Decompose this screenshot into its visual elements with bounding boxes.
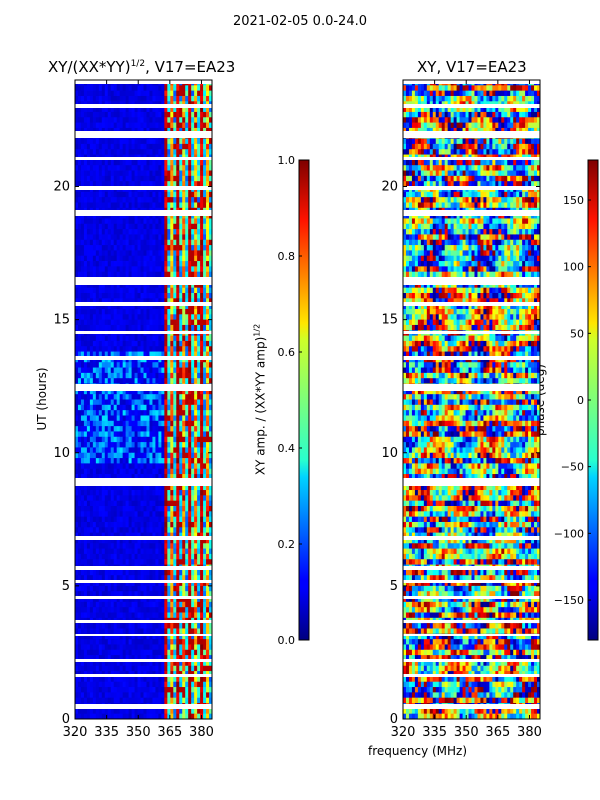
colorbar-0-tick-label: 0.4 bbox=[278, 442, 296, 455]
panel-0-xtick-label: 320 bbox=[63, 725, 88, 740]
colorbar-0 bbox=[298, 159, 310, 641]
colorbar-0-tick-label: 0.6 bbox=[278, 346, 296, 359]
panel-1-frame bbox=[402, 79, 541, 720]
left-panel-title: XY/(XX*YY)1/2, V17=EA23 bbox=[48, 58, 235, 76]
panel-0-ytick-label: 20 bbox=[53, 180, 70, 195]
amp-heatmap bbox=[75, 80, 213, 720]
colorbar-0-tick-label: 0.2 bbox=[278, 538, 296, 551]
colorbar-1-tick-label: −100 bbox=[554, 527, 584, 540]
colorbar-1-tick-label: 50 bbox=[570, 327, 584, 340]
right-xlabel: frequency (MHz) bbox=[368, 744, 468, 758]
panel-0-ytick-label: 10 bbox=[53, 446, 70, 461]
panel-0-xtick-label: 365 bbox=[157, 725, 182, 740]
panel-1-xtick-label: 335 bbox=[422, 725, 447, 740]
colorbar-1-tick-label: −150 bbox=[554, 594, 584, 607]
colorbar-0-tick-label: 0.0 bbox=[278, 634, 296, 647]
panel-0-ytick-label: 5 bbox=[62, 579, 70, 594]
panel-0-xtick-label: 350 bbox=[126, 725, 151, 740]
left-title-tail: , V17=EA23 bbox=[145, 58, 236, 76]
panel-1-ytick-label: 20 bbox=[381, 180, 398, 195]
panel-1-xtick-label: 320 bbox=[391, 725, 416, 740]
panel-0-ytick-label: 0 bbox=[62, 712, 70, 727]
panel-1-ytick-label: 10 bbox=[381, 446, 398, 461]
panel-1-xtick-label: 380 bbox=[517, 725, 542, 740]
panel-1-xtick-label: 365 bbox=[485, 725, 510, 740]
colorbar-1-tick-label: 100 bbox=[563, 261, 584, 274]
left-title-main: XY/(XX*YY) bbox=[48, 58, 131, 76]
panel-1-ytick-label: 0 bbox=[390, 712, 398, 727]
phase-heatmap bbox=[403, 80, 541, 720]
panel-1-xtick-label: 350 bbox=[454, 725, 479, 740]
colorbar-1-tick-label: 150 bbox=[563, 194, 584, 207]
figure-title: 2021-02-05 0.0-24.0 bbox=[233, 14, 367, 29]
axes-layer: 320 335 350 365 380 0 5 10 15 20 320 335 350 365 380 0 5… bbox=[53, 79, 599, 740]
colorbar-0-tick-label: 0.8 bbox=[278, 250, 296, 263]
right-panel-title: XY, V17=EA23 bbox=[417, 58, 527, 76]
panel-0-frame bbox=[74, 79, 213, 720]
colorbar-1-tick-label: −50 bbox=[561, 461, 584, 474]
panel-0-xtick-label: 335 bbox=[94, 725, 119, 740]
panel-1-ytick-label: 5 bbox=[390, 579, 398, 594]
panel-1-ytick-label: 15 bbox=[381, 313, 398, 328]
colorbar-1-tick-label: 0 bbox=[577, 394, 584, 407]
colorbar-0-tick-label: 1.0 bbox=[278, 154, 296, 167]
panel-0-ytick-label: 15 bbox=[53, 313, 70, 328]
left-title-sup: 1/2 bbox=[130, 59, 146, 69]
panel-0-xtick-label: 380 bbox=[189, 725, 214, 740]
